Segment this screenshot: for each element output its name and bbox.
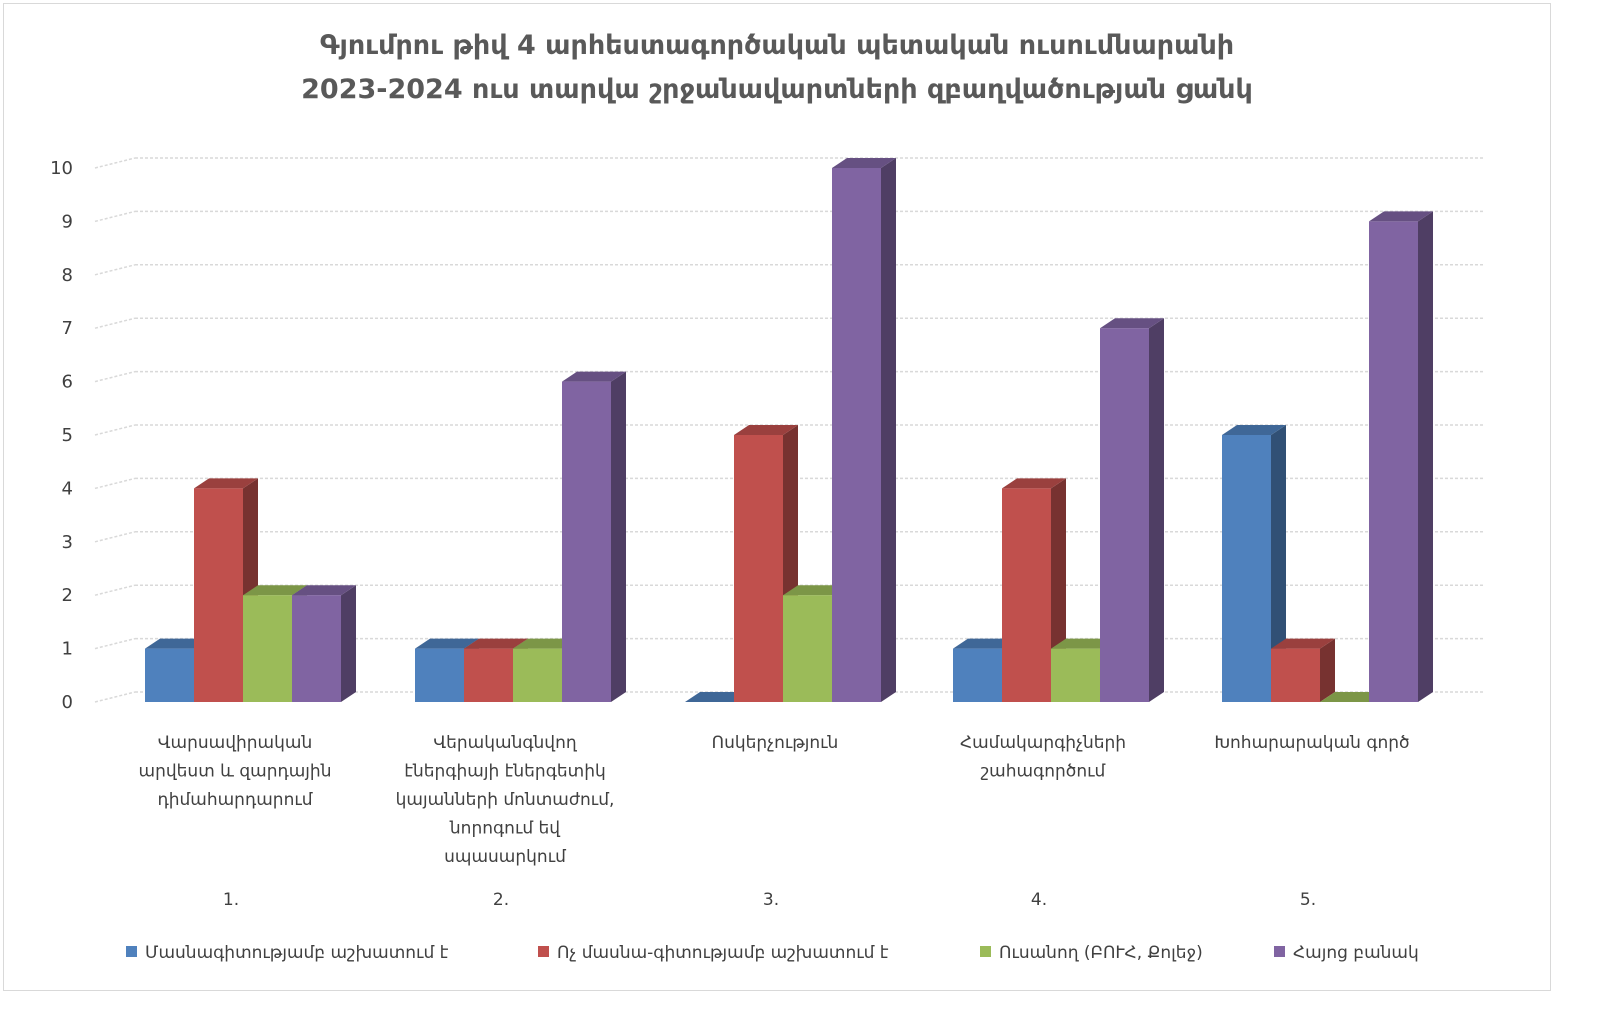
legend-label: Հայոց բանակ bbox=[1293, 943, 1419, 963]
chart-title-line-2: 2023-2024 ուս տարվա շրջանավարտների զբաղվ… bbox=[301, 74, 1253, 105]
bar-top bbox=[734, 425, 798, 435]
y-tick-label: 3 bbox=[62, 532, 73, 553]
bar bbox=[1222, 435, 1271, 702]
bar-side bbox=[881, 158, 896, 702]
bar-side bbox=[1271, 425, 1286, 702]
bar bbox=[734, 435, 783, 702]
x-category-label: Խոհարարական գործ bbox=[1214, 733, 1409, 753]
y-tick-label: 2 bbox=[62, 585, 73, 606]
gridline-side bbox=[94, 157, 136, 169]
bar bbox=[415, 648, 464, 702]
legend-label: Ոչ մասնա-գիտությամբ աշխատում է bbox=[557, 943, 889, 963]
x-category-label: նորոգում եվ bbox=[449, 819, 560, 839]
bar-top bbox=[1002, 478, 1066, 489]
bar-top bbox=[513, 638, 577, 649]
bar-top bbox=[1271, 638, 1335, 649]
chart-title: Գյումրու թիվ 4 արհեստագործական պետական ո… bbox=[4, 24, 1550, 112]
gridline-side bbox=[94, 370, 136, 383]
chart-title-line-1: Գյումրու թիվ 4 արհեստագործական պետական ո… bbox=[319, 30, 1235, 61]
bar-top bbox=[415, 638, 479, 649]
x-category-number: 2. bbox=[493, 890, 509, 910]
bar-top bbox=[783, 585, 847, 596]
bar-top bbox=[1100, 318, 1164, 329]
y-tick-label: 7 bbox=[62, 318, 73, 339]
bar-top bbox=[1222, 425, 1286, 435]
gridline-side bbox=[94, 210, 136, 223]
x-category-number: 3. bbox=[763, 890, 779, 910]
gridline-side bbox=[94, 264, 136, 276]
bar-side bbox=[611, 371, 626, 702]
x-category-label: սպասարկում bbox=[444, 847, 566, 867]
bar bbox=[832, 168, 881, 702]
y-tick-label: 4 bbox=[62, 478, 73, 499]
bar bbox=[243, 595, 292, 702]
y-tick-label: 5 bbox=[62, 425, 73, 446]
bar-top bbox=[562, 371, 626, 382]
bar-top bbox=[292, 585, 356, 596]
gridline-side bbox=[94, 584, 136, 596]
x-category-label: Վարսավիրական bbox=[158, 733, 312, 753]
y-tick-label: 1 bbox=[62, 639, 73, 660]
gridline-side bbox=[94, 477, 136, 490]
bar bbox=[1100, 328, 1149, 702]
gridline-side bbox=[94, 637, 136, 650]
x-category-label: արվեստ և զարդային bbox=[139, 762, 332, 782]
bar bbox=[783, 595, 832, 702]
bar-side bbox=[1418, 211, 1433, 702]
legend-swatch bbox=[126, 946, 137, 957]
bar-top bbox=[194, 478, 258, 489]
bar-side bbox=[1320, 638, 1335, 702]
bar-top bbox=[832, 158, 896, 168]
bar bbox=[953, 648, 1002, 702]
bar bbox=[562, 381, 611, 702]
bar bbox=[1051, 648, 1100, 702]
legend-swatch bbox=[538, 946, 549, 957]
gridline-side bbox=[94, 317, 136, 329]
legend-swatch bbox=[1274, 946, 1285, 957]
bar bbox=[464, 648, 513, 702]
bar-top bbox=[243, 585, 307, 596]
y-tick-label: 8 bbox=[62, 265, 73, 286]
y-tick-label: 0 bbox=[62, 692, 73, 713]
bar bbox=[1271, 648, 1320, 702]
x-category-number: 4. bbox=[1031, 890, 1047, 910]
gridline-side bbox=[94, 691, 136, 703]
x-category-label: Վերականգնվող bbox=[433, 733, 578, 753]
x-category-number: 5. bbox=[1300, 890, 1316, 910]
bar bbox=[513, 648, 562, 702]
bar-top bbox=[1369, 211, 1433, 222]
x-category-label: կայանների մոնտաժում, bbox=[396, 790, 615, 810]
bar-top bbox=[1051, 638, 1115, 649]
legend-swatch bbox=[980, 946, 991, 957]
bar-top bbox=[685, 692, 749, 702]
x-category-label: Ոսկերչություն bbox=[712, 733, 839, 753]
bar-top bbox=[145, 638, 209, 649]
y-tick-label: 10 bbox=[50, 158, 73, 179]
gridline-side bbox=[94, 531, 136, 543]
legend-label: Մասնագիտությամբ աշխատում է bbox=[145, 943, 449, 963]
bar bbox=[292, 595, 341, 702]
bar bbox=[1369, 221, 1418, 702]
bar-side bbox=[341, 585, 356, 702]
bar bbox=[145, 648, 194, 702]
gridline-side bbox=[94, 424, 136, 436]
bar-top bbox=[464, 638, 528, 649]
bar bbox=[1002, 488, 1051, 702]
y-tick-label: 9 bbox=[62, 211, 73, 232]
bar-side bbox=[1149, 318, 1164, 702]
bar-top bbox=[953, 638, 1017, 649]
x-category-label: շահագործում bbox=[981, 762, 1106, 782]
x-category-label: դիմահարդարում bbox=[157, 790, 312, 810]
x-category-number: 1. bbox=[223, 890, 239, 910]
bar bbox=[194, 488, 243, 702]
legend-label: Ուսանող (ԲՈՒՀ, Քոլեջ) bbox=[999, 943, 1203, 963]
x-category-label: Համակարգիչների bbox=[960, 733, 1126, 753]
bar-top bbox=[1320, 692, 1384, 702]
y-tick-label: 6 bbox=[62, 372, 73, 393]
x-category-label: էներգիայի էներգետիկ bbox=[404, 762, 606, 782]
